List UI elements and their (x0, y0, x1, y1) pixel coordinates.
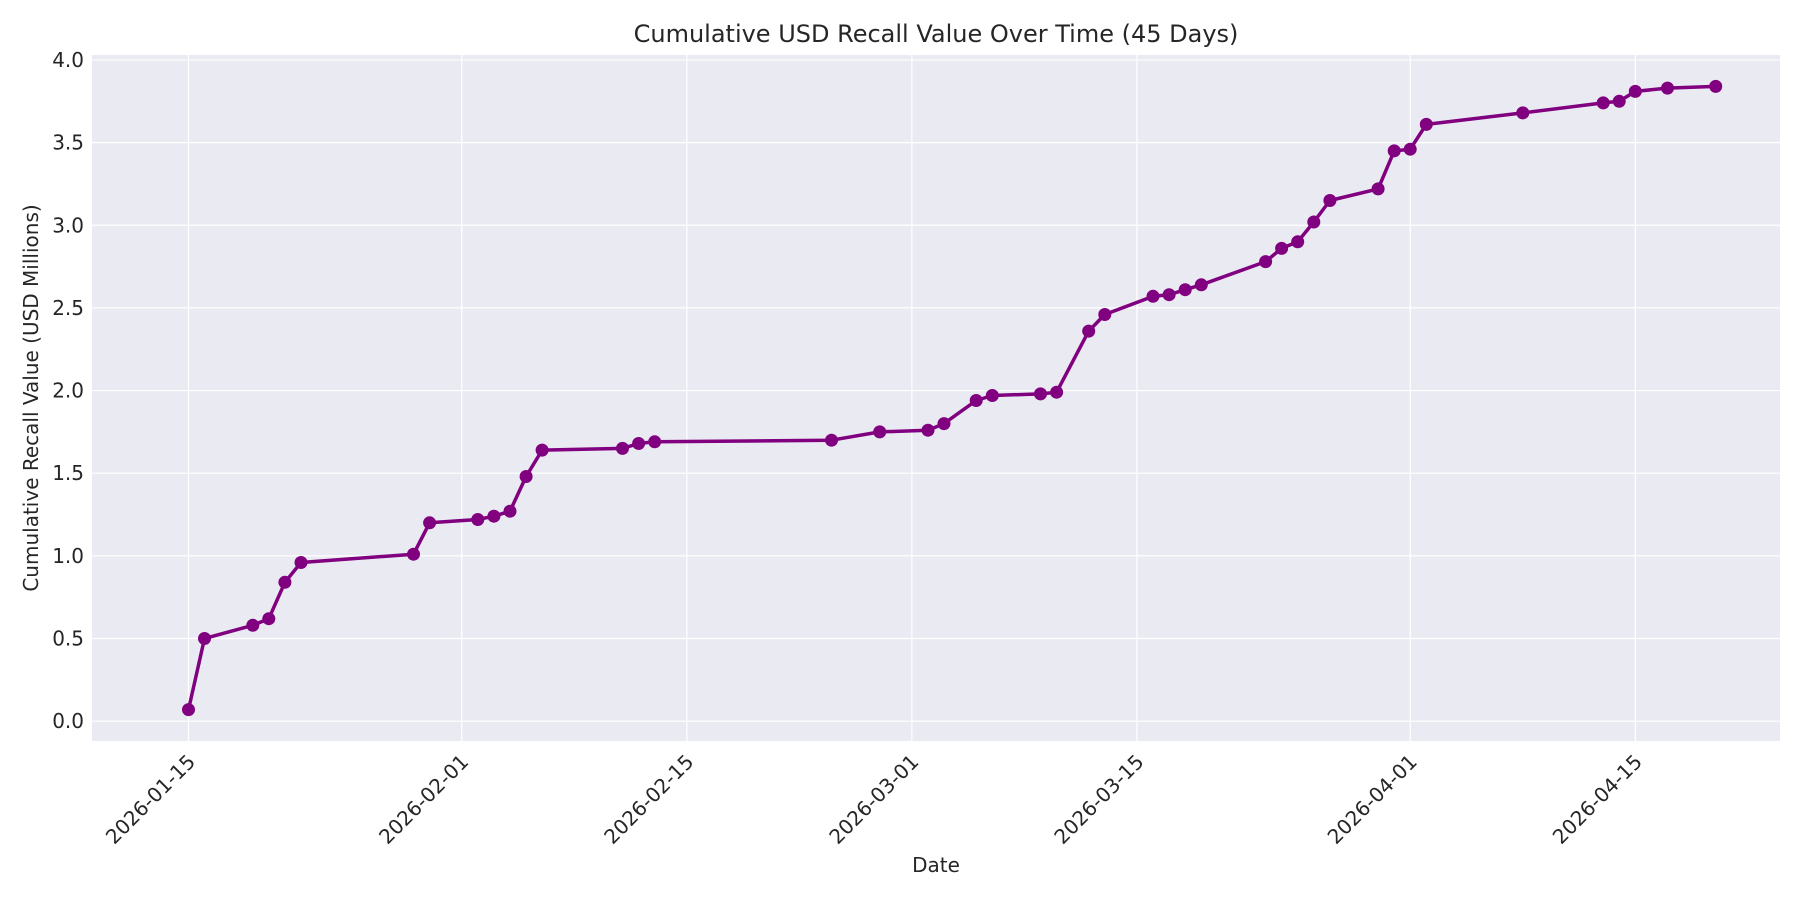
data-point (1098, 308, 1112, 321)
y-tick-label: 3.0 (52, 213, 84, 237)
x-tick-label: 2026-01-15 (101, 750, 200, 849)
data-point (1371, 182, 1385, 196)
data-point (1194, 278, 1208, 292)
y-tick-label: 0.0 (52, 709, 84, 733)
x-tick-label: 2026-03-15 (1049, 750, 1148, 849)
y-tick-label: 1.0 (52, 544, 84, 568)
data-point (535, 443, 549, 457)
data-point (182, 703, 195, 717)
x-tick-label: 2026-02-15 (599, 750, 698, 849)
y-axis-title: Cumulative Recall Value (USD Millions) (19, 204, 43, 591)
data-point (1612, 94, 1626, 108)
data-point (487, 509, 501, 523)
y-tick-label: 4.0 (52, 48, 84, 72)
data-point (1387, 144, 1401, 158)
data-point (969, 394, 983, 407)
x-tick-label: 2026-03-01 (824, 750, 923, 849)
data-point (648, 435, 662, 449)
data-point (1403, 142, 1417, 156)
data-point (921, 423, 935, 437)
data-point (1516, 106, 1530, 120)
data-point (294, 556, 308, 569)
data-point (519, 470, 533, 483)
data-point (1709, 79, 1723, 93)
plot-area (92, 55, 1780, 741)
data-point (262, 612, 276, 626)
x-tick-label: 2026-04-01 (1323, 750, 1422, 849)
y-tick-label: 2.5 (52, 296, 84, 320)
data-point (198, 632, 211, 645)
y-tick-label: 0.5 (52, 627, 84, 651)
y-tick-label: 2.0 (52, 379, 84, 403)
data-point (1661, 81, 1674, 95)
data-point (407, 547, 420, 561)
x-tick-label: 2026-04-15 (1548, 750, 1647, 849)
data-point (1034, 387, 1047, 401)
data-point (1275, 241, 1289, 255)
data-point (246, 618, 260, 632)
data-point (1323, 194, 1337, 207)
data-point (423, 516, 437, 530)
data-point (825, 433, 838, 447)
y-tick-label: 3.5 (52, 131, 84, 155)
data-point (1259, 255, 1273, 269)
data-point (1419, 117, 1433, 131)
data-point (1146, 289, 1160, 303)
chart-title: Cumulative USD Recall Value Over Time (4… (634, 20, 1239, 48)
data-point (471, 513, 485, 526)
data-point (1291, 235, 1305, 249)
data-point (616, 441, 629, 455)
data-point (1178, 283, 1192, 297)
data-point (1596, 96, 1610, 110)
data-point (1162, 288, 1176, 302)
data-point (503, 504, 517, 518)
data-point (278, 575, 292, 589)
x-axis-title: Date (912, 853, 960, 877)
data-point (1628, 84, 1642, 98)
x-tick-label: 2026-02-01 (374, 750, 473, 849)
data-point (1050, 385, 1064, 399)
data-points (182, 79, 1723, 717)
data-point (937, 417, 951, 431)
data-point (873, 425, 887, 439)
data-point (1082, 324, 1096, 338)
y-tick-label: 1.5 (52, 461, 84, 485)
data-point (985, 389, 999, 402)
data-point (632, 437, 646, 450)
data-point (1307, 215, 1321, 229)
